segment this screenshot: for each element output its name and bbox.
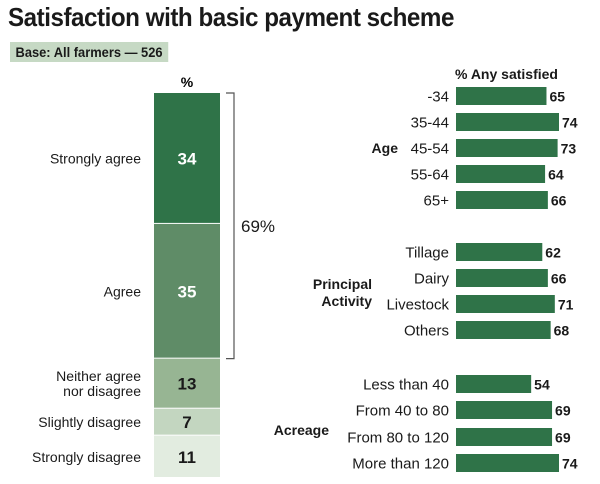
bar-value-3-3: 69 xyxy=(555,430,571,446)
bar-label-1-5: 65+ xyxy=(424,193,450,210)
stack-value-4: 7 xyxy=(182,413,191,432)
stack-value-3: 13 xyxy=(178,375,197,394)
bar-label-2-3: Livestock xyxy=(386,297,449,314)
bar-2-3 xyxy=(456,295,555,313)
stack-value-1: 34 xyxy=(178,149,197,168)
bar-2-2 xyxy=(456,269,548,287)
bar-label-3-1: Less than 40 xyxy=(363,377,449,394)
bar-label-3-2: From 40 to 80 xyxy=(356,403,449,420)
group-label-2-line1: Principal xyxy=(313,276,372,292)
bar-label-1-3: 45-54 xyxy=(411,141,449,158)
stack-value-2: 35 xyxy=(178,282,197,301)
bar-2-1 xyxy=(456,243,542,261)
stack-label-5: Strongly disagree xyxy=(32,449,141,465)
stack-value-5: 11 xyxy=(178,448,196,467)
bar-value-3-2: 69 xyxy=(555,403,571,419)
bar-label-2-2: Dairy xyxy=(414,271,450,288)
bar-value-3-1: 54 xyxy=(534,377,550,393)
group-label-2-line2: Activity xyxy=(321,293,372,309)
bar-1-4 xyxy=(456,165,545,183)
bar-label-2-4: Others xyxy=(404,323,449,340)
bar-value-1-1: 65 xyxy=(549,89,565,105)
stack-header: % xyxy=(181,74,194,90)
bar-value-2-4: 68 xyxy=(554,323,570,339)
bracket-label: 69% xyxy=(241,217,275,236)
bar-label-1-1: -34 xyxy=(427,89,449,106)
bar-1-1 xyxy=(456,87,546,105)
bar-value-1-2: 74 xyxy=(562,115,578,131)
bar-label-1-2: 35-44 xyxy=(411,115,449,132)
stack-label-3-line1: Neither agree xyxy=(56,368,141,384)
bar-1-5 xyxy=(456,191,548,209)
bar-value-3-4: 74 xyxy=(562,456,578,472)
stack-label-1: Strongly agree xyxy=(50,150,141,166)
bar-value-1-5: 66 xyxy=(551,193,567,209)
bar-label-3-3: From 80 to 120 xyxy=(347,430,449,447)
group-label-1: Age xyxy=(372,140,399,156)
stack-bracket xyxy=(226,93,234,359)
bar-label-3-4: More than 120 xyxy=(352,456,449,473)
bar-value-2-1: 62 xyxy=(545,245,561,261)
bar-3-2 xyxy=(456,401,552,419)
bar-1-2 xyxy=(456,113,559,131)
bar-label-1-4: 55-64 xyxy=(411,167,449,184)
bar-label-2-1: Tillage xyxy=(405,245,449,262)
bars-header: % Any satisfied xyxy=(455,66,558,82)
stack-label-4: Slightly disagree xyxy=(38,414,141,430)
bar-3-4 xyxy=(456,454,559,472)
bar-3-1 xyxy=(456,375,531,393)
bar-value-1-3: 73 xyxy=(561,141,577,157)
bar-1-3 xyxy=(456,139,558,157)
stack-label-3-line2: nor disagree xyxy=(63,383,141,399)
group-label-3: Acreage xyxy=(274,422,329,438)
bar-value-2-2: 66 xyxy=(551,271,567,287)
bar-value-2-3: 71 xyxy=(558,297,574,313)
bar-value-1-4: 64 xyxy=(548,167,564,183)
bar-2-4 xyxy=(456,321,551,339)
stack-label-2: Agree xyxy=(104,283,142,299)
bar-3-3 xyxy=(456,428,552,446)
